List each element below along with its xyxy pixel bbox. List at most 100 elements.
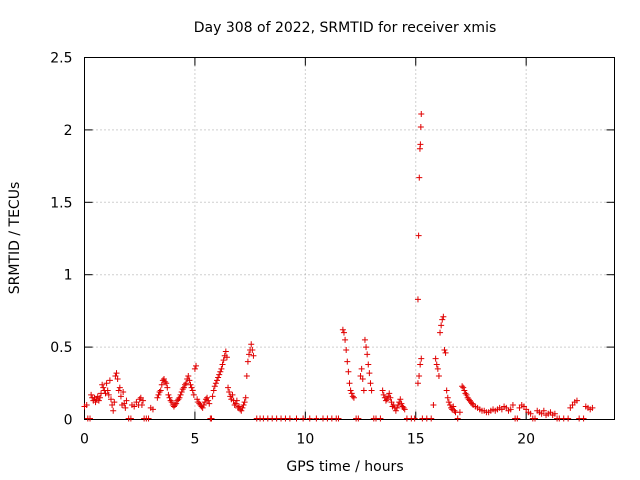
data-point xyxy=(565,415,572,422)
data-point xyxy=(231,402,238,409)
data-point xyxy=(342,336,349,343)
data-point xyxy=(430,402,437,409)
data-point xyxy=(363,344,370,351)
data-point xyxy=(140,397,147,404)
data-point xyxy=(136,396,143,403)
data-point xyxy=(440,313,447,320)
plot-frame xyxy=(84,57,615,420)
data-point xyxy=(384,396,391,403)
y-tick-label: 2.5 xyxy=(50,51,72,67)
y-tick-label: 0 xyxy=(64,413,73,429)
data-point xyxy=(242,394,249,401)
data-point xyxy=(179,386,186,393)
data-point xyxy=(249,346,256,353)
data-point xyxy=(377,415,384,422)
data-point xyxy=(212,380,219,387)
tick-layer: 0 0.5 1 1.5 2 2.5 0 5 10 15 20 xyxy=(50,51,615,448)
data-point xyxy=(347,387,354,394)
data-point xyxy=(416,174,423,181)
data-point xyxy=(217,368,224,375)
data-point xyxy=(386,390,393,397)
data-point xyxy=(127,415,134,422)
data-point xyxy=(340,329,347,336)
data-point xyxy=(167,397,174,404)
data-point xyxy=(345,368,352,375)
data-point xyxy=(241,399,248,406)
data-point xyxy=(348,390,355,397)
data-point xyxy=(411,415,418,422)
data-point xyxy=(204,394,211,401)
data-point xyxy=(194,396,201,403)
data-point xyxy=(437,329,444,336)
data-point xyxy=(460,384,467,391)
data-point xyxy=(358,365,365,372)
data-point xyxy=(172,402,179,409)
data-point xyxy=(187,381,194,388)
data-point xyxy=(339,326,346,333)
data-point xyxy=(209,393,216,400)
chart-title: Day 308 of 2022, SRMTID for receiver xmi… xyxy=(194,20,497,36)
data-point xyxy=(99,381,106,388)
data-point xyxy=(349,393,356,400)
data-point xyxy=(100,384,107,391)
data-point xyxy=(120,388,127,395)
data-point xyxy=(439,316,446,323)
data-point xyxy=(157,387,164,394)
data-point xyxy=(103,380,110,387)
data-point xyxy=(165,391,172,398)
data-point xyxy=(161,375,167,382)
data-point xyxy=(205,397,212,404)
x-tick-label: 10 xyxy=(296,432,314,448)
data-point xyxy=(432,355,439,362)
y-tick-label: 1 xyxy=(64,268,73,284)
data-point xyxy=(162,378,169,385)
data-point xyxy=(199,404,206,411)
data-point xyxy=(507,406,514,413)
data-point xyxy=(117,393,124,400)
data-point xyxy=(398,400,405,407)
data-point xyxy=(163,380,170,387)
data-point xyxy=(435,373,442,380)
data-point xyxy=(350,394,357,401)
data-point xyxy=(131,403,138,410)
data-point xyxy=(229,391,236,398)
data-point xyxy=(145,415,152,422)
data-point xyxy=(456,409,463,416)
data-point xyxy=(417,124,424,131)
data-point xyxy=(236,403,243,410)
data-point xyxy=(451,407,458,414)
data-point xyxy=(87,415,94,422)
data-point xyxy=(527,410,534,417)
data-point xyxy=(380,391,387,398)
data-point xyxy=(400,404,407,411)
data-point xyxy=(433,361,440,368)
data-point xyxy=(469,400,476,407)
data-point xyxy=(463,391,470,398)
data-point xyxy=(233,397,240,404)
y-tick-label: 2 xyxy=(64,123,73,139)
data-point xyxy=(232,400,239,407)
data-point xyxy=(111,399,118,406)
data-points xyxy=(81,110,596,422)
data-point xyxy=(154,394,161,401)
data-point xyxy=(450,403,457,410)
data-point xyxy=(418,355,425,362)
data-point xyxy=(243,373,250,380)
data-point xyxy=(138,402,145,409)
data-point xyxy=(540,407,547,414)
data-point xyxy=(428,415,435,422)
data-point xyxy=(415,232,422,239)
data-point xyxy=(392,407,399,414)
data-point xyxy=(414,380,421,387)
data-point xyxy=(168,399,175,406)
data-point xyxy=(417,361,424,368)
data-point xyxy=(346,380,353,387)
data-point xyxy=(300,415,307,422)
data-point xyxy=(83,402,90,409)
data-point xyxy=(244,358,251,365)
data-point xyxy=(122,404,129,411)
data-point xyxy=(123,397,130,404)
data-point xyxy=(359,375,366,382)
data-point xyxy=(200,402,207,409)
data-point xyxy=(442,349,449,356)
